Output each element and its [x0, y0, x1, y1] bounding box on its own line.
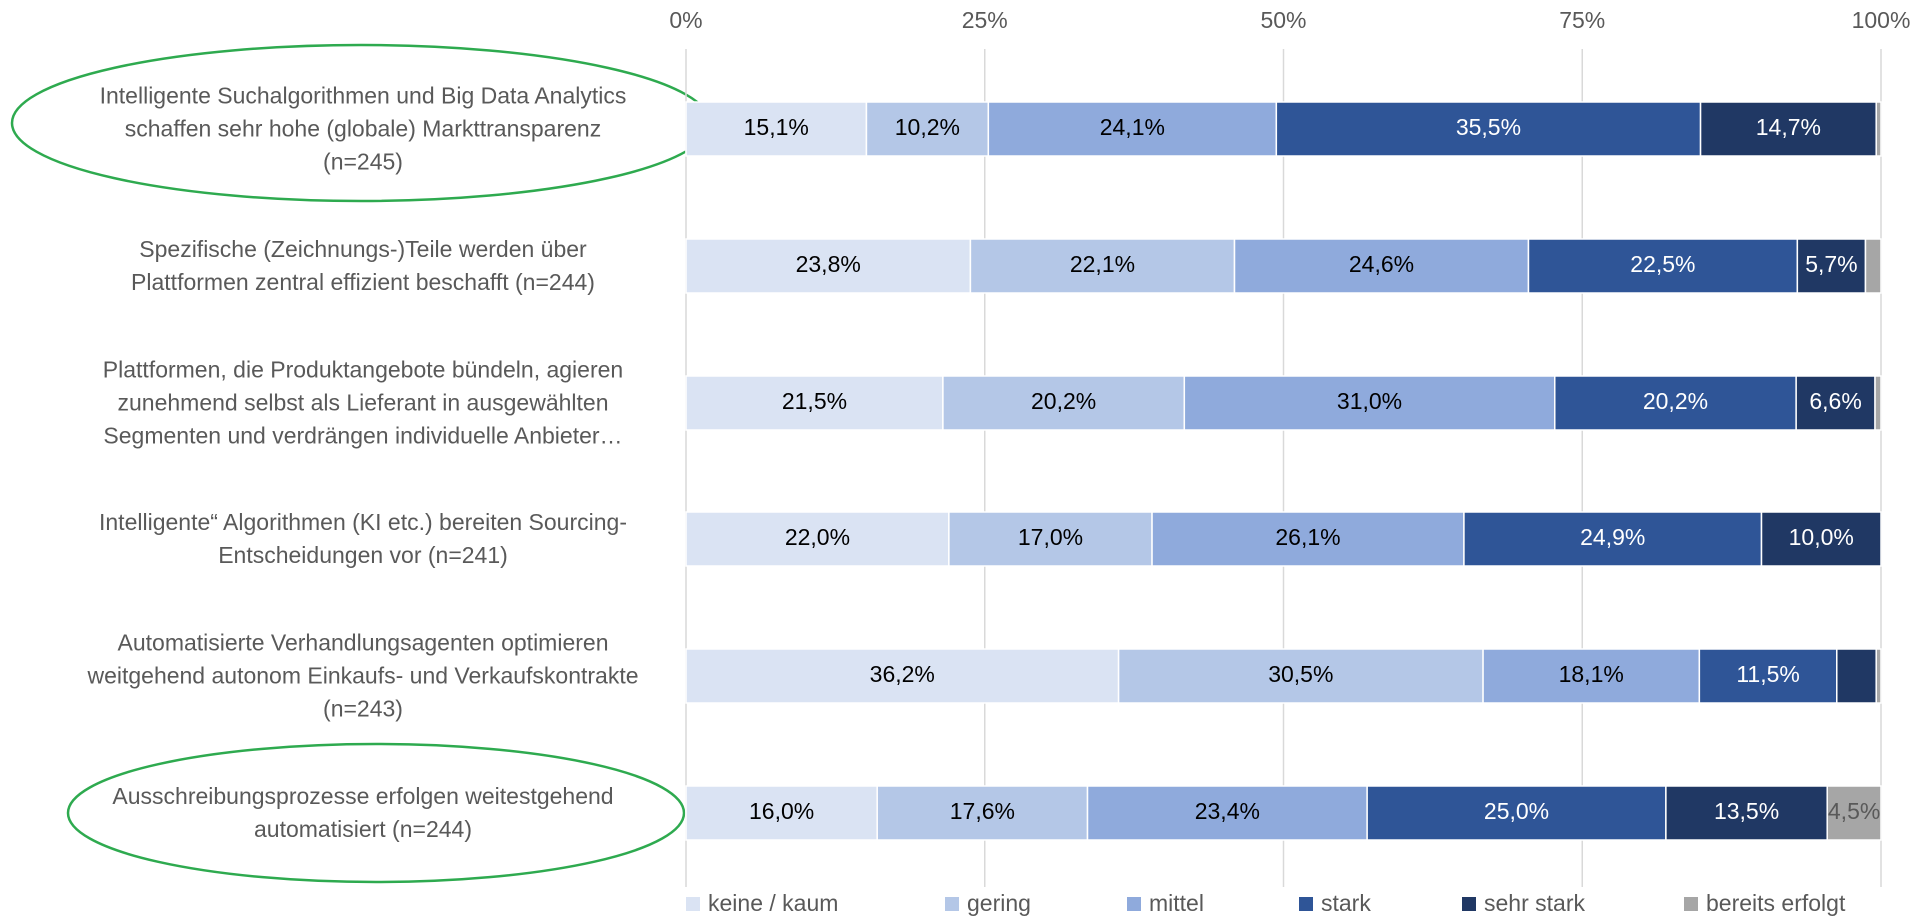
- bar-segment: [1796, 238, 1867, 294]
- x-tick-label: 100%: [1852, 7, 1911, 33]
- data-label: 22,1%: [1070, 251, 1135, 277]
- category-label: Automatisierte Verhandlungsagenten optim…: [87, 629, 639, 722]
- data-label: 15,1%: [744, 114, 809, 140]
- x-tick-label: 25%: [962, 7, 1008, 33]
- legend-swatch: [1462, 897, 1476, 911]
- data-label: 36,2%: [870, 661, 935, 687]
- legend-swatch: [686, 897, 700, 911]
- data-label: 24,1%: [1100, 114, 1165, 140]
- legend-label: mittel: [1149, 890, 1204, 916]
- bar-segment: [876, 785, 1089, 841]
- data-label: 10,0%: [1789, 524, 1854, 550]
- data-label: 13,5%: [1714, 798, 1779, 824]
- data-label: 30,5%: [1268, 661, 1333, 687]
- bar-segment: [1795, 375, 1876, 431]
- data-label: 5,7%: [1805, 251, 1857, 277]
- bar-segment: [1482, 648, 1701, 704]
- bar-segment: [1864, 238, 1882, 294]
- bar-segment: [685, 511, 950, 567]
- category-label: Ausschreibungsprozesse erfolgen weitestg…: [112, 783, 614, 842]
- legend-label: bereits erfolgt: [1706, 890, 1846, 916]
- legend-label: stark: [1321, 890, 1371, 916]
- legend-swatch: [945, 897, 959, 911]
- bar-segment: [685, 238, 972, 294]
- data-label: 14,7%: [1756, 114, 1821, 140]
- category-label: Intelligente“ Algorithmen (KI etc.) bere…: [99, 509, 627, 568]
- bar-segment: [1183, 375, 1556, 431]
- category-label: Plattformen, die Produktangebote bündeln…: [102, 356, 624, 449]
- highlight-ellipse: [66, 742, 686, 884]
- bar-segment: [685, 375, 944, 431]
- data-label: 24,6%: [1349, 251, 1414, 277]
- data-label: 23,4%: [1195, 798, 1260, 824]
- data-label: 10,2%: [895, 114, 960, 140]
- bar-segment: [969, 238, 1236, 294]
- data-label: 26,1%: [1275, 524, 1340, 550]
- data-label: 18,1%: [1559, 661, 1624, 687]
- bar-segment: [1760, 511, 1882, 567]
- bar-segment: [1698, 648, 1838, 704]
- bar-segment: [1665, 785, 1828, 841]
- bar-segment: [1836, 648, 1877, 704]
- data-label: 20,2%: [1031, 388, 1096, 414]
- bar-segment: [1875, 101, 1882, 157]
- bar-segment: [1366, 785, 1667, 841]
- bar-segment: [1233, 238, 1530, 294]
- data-label: 35,5%: [1456, 114, 1521, 140]
- bar-segment: [1826, 785, 1882, 841]
- category-label: Spezifische (Zeichnungs-)Teile werden üb…: [131, 236, 595, 295]
- legend-label: sehr stark: [1484, 890, 1585, 916]
- data-label: 21,5%: [782, 388, 847, 414]
- bar-segment: [1527, 238, 1799, 294]
- data-label: 17,6%: [950, 798, 1015, 824]
- x-tick-label: 0%: [669, 7, 702, 33]
- data-label: 24,9%: [1580, 524, 1645, 550]
- x-tick-label: 75%: [1559, 7, 1605, 33]
- bar-segment: [1275, 101, 1702, 157]
- data-label: 4,5%: [1828, 798, 1880, 824]
- bar-segment: [1699, 101, 1877, 157]
- data-label: 16,0%: [749, 798, 814, 824]
- bar-segment: [1151, 511, 1465, 567]
- data-label: 25,0%: [1484, 798, 1549, 824]
- data-label: 31,0%: [1337, 388, 1402, 414]
- x-tick-label: 50%: [1260, 7, 1306, 33]
- bar-segment: [685, 785, 878, 841]
- legend-swatch: [1684, 897, 1698, 911]
- legend-swatch: [1127, 897, 1141, 911]
- bar-segment: [942, 375, 1186, 431]
- data-label: 22,0%: [785, 524, 850, 550]
- bar-segment: [1874, 375, 1882, 431]
- legend-swatch: [1299, 897, 1313, 911]
- legend-label: keine / kaum: [708, 890, 838, 916]
- bar-segment: [685, 101, 868, 157]
- bar-segment: [1554, 375, 1797, 431]
- data-label: 22,5%: [1630, 251, 1695, 277]
- bar-segment: [948, 511, 1153, 567]
- bar-segment: [685, 648, 1120, 704]
- data-label: 17,0%: [1018, 524, 1083, 550]
- bar-segment: [1086, 785, 1368, 841]
- bar-segment: [1875, 648, 1882, 704]
- data-label: 20,2%: [1643, 388, 1708, 414]
- data-label: 23,8%: [796, 251, 861, 277]
- data-label: 11,5%: [1736, 661, 1800, 687]
- legend-label: gering: [967, 890, 1031, 916]
- category-label: Intelligente Suchalgorithmen und Big Dat…: [99, 82, 627, 175]
- data-label: 6,6%: [1809, 388, 1861, 414]
